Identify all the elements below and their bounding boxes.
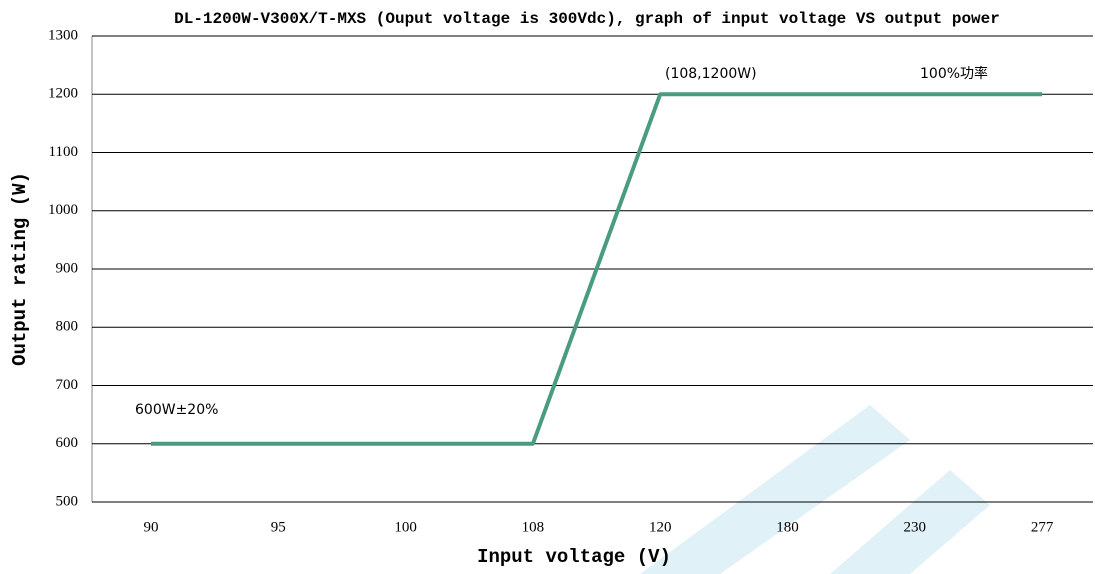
- x-tick-label: 95: [271, 519, 286, 535]
- y-tick-label: 500: [56, 493, 79, 509]
- y-tick-label: 800: [56, 319, 79, 335]
- x-tick-label: 90: [144, 519, 159, 535]
- x-tick-label: 100: [394, 519, 417, 535]
- line-series: [151, 92, 1043, 446]
- x-tick-label: 108: [522, 519, 545, 535]
- x-axis-label: Input voltage (V): [477, 546, 671, 568]
- y-tick-label: 1000: [48, 202, 78, 218]
- y-tick-label: 1200: [48, 86, 78, 102]
- watermark: [640, 405, 990, 574]
- y-tick-label: 700: [56, 377, 79, 393]
- y-tick-label: 1100: [49, 144, 78, 160]
- y-tick-label: 1300: [48, 27, 78, 43]
- y-axis-label: Output rating (W): [9, 172, 31, 366]
- x-tick-label: 120: [649, 519, 672, 535]
- y-tick-label: 600: [56, 435, 79, 451]
- y-tick-label: 900: [56, 260, 79, 276]
- annotation: 100%功率: [920, 65, 988, 82]
- x-tick-label: 277: [1031, 519, 1054, 535]
- annotation: (108,1200W): [665, 66, 757, 82]
- x-tick-label: 180: [776, 519, 799, 535]
- x-tick-label: 230: [904, 519, 927, 535]
- chart-title: DL-1200W-V300X/T-MXS (Ouput voltage is 3…: [174, 10, 1000, 28]
- annotation: 600W±20%: [135, 402, 218, 418]
